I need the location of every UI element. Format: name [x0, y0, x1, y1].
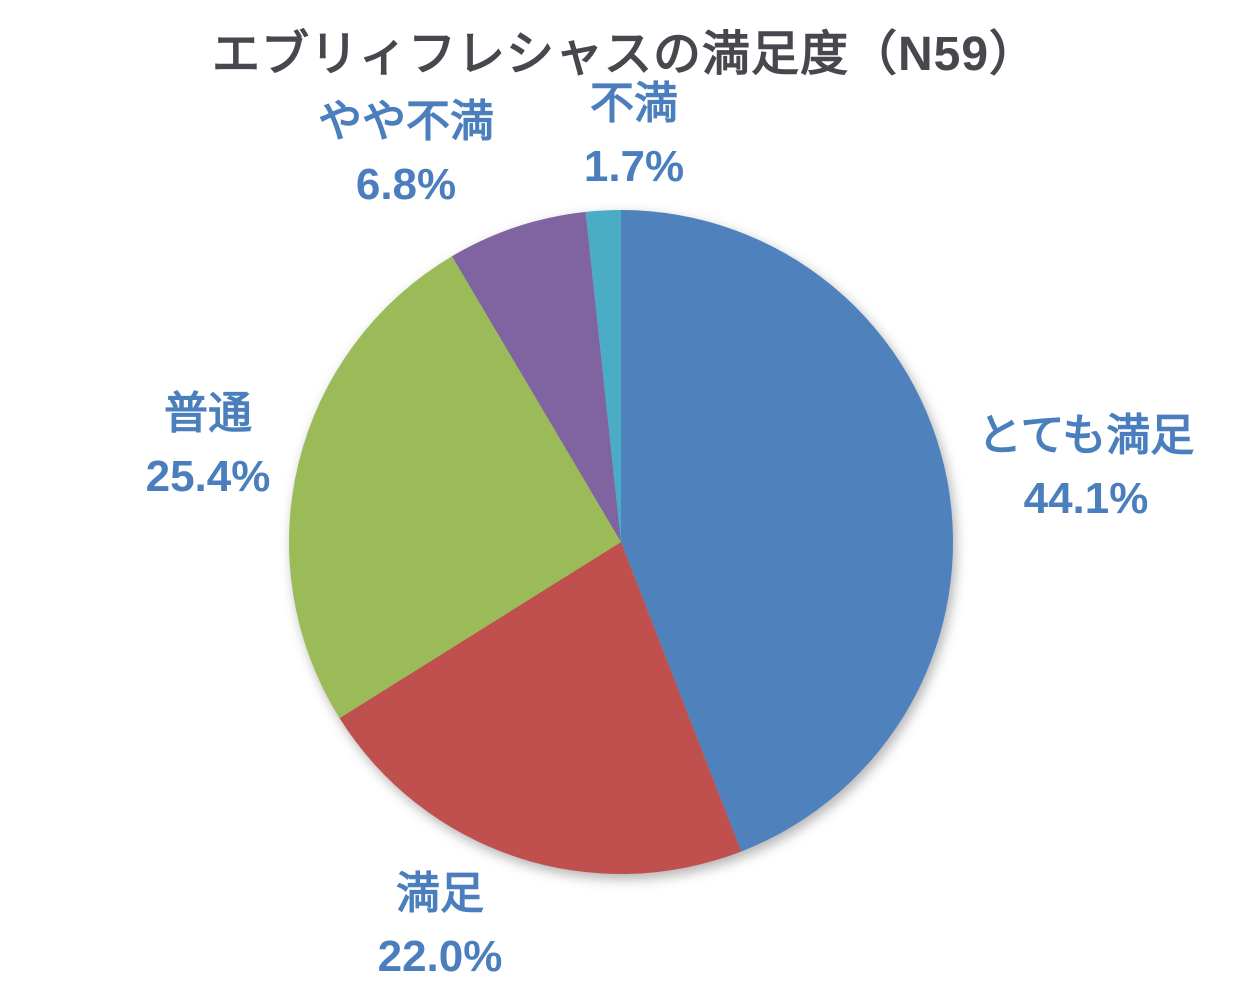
slice-label-text: 満足 [395, 869, 484, 918]
slice-label-very-satisfied: とても満足 44.1% [978, 404, 1194, 530]
slice-label-dissatisfied: 不満 1.7% [584, 72, 684, 198]
slice-label-neutral: 普通 25.4% [146, 382, 271, 508]
slice-label-text: 普通 [163, 389, 252, 438]
slice-pct-text: 25.4% [145, 452, 271, 501]
pie-slice-4 [585, 210, 621, 542]
slice-pct-text: 6.8% [355, 160, 457, 209]
slice-pct-text: 22.0% [377, 932, 503, 981]
slice-label-text: やや不満 [318, 97, 494, 146]
pie-slice-3 [452, 211, 621, 542]
slice-label-text: 不満 [589, 79, 678, 128]
chart-title: エブリィフレシャスの満足度（N59） [211, 28, 1039, 81]
slice-pct-text: 44.1% [1023, 474, 1149, 523]
pie-slice-1 [339, 542, 742, 875]
slice-label-somewhat-dissatisfied: やや不満 6.8% [318, 90, 494, 216]
pie-slice-2 [288, 256, 621, 719]
slice-label-text: とても満足 [977, 411, 1195, 460]
slice-pct-text: 1.7% [583, 142, 685, 191]
pie-slice-0 [621, 210, 954, 852]
slice-label-satisfied: 満足 22.0% [378, 862, 503, 982]
